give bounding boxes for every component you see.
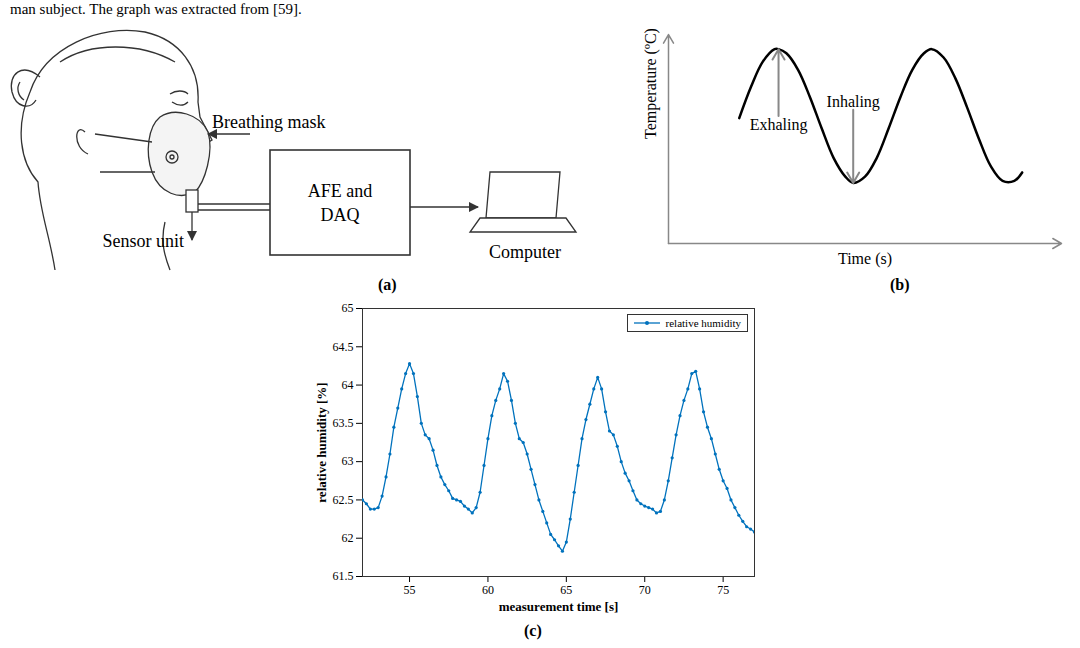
html-text:man subject. The graph was ext: man subject. The graph was extracted fro…: [10, 1, 302, 17]
svg-text:DAQ: DAQ: [321, 205, 360, 225]
svg-text:60: 60: [482, 583, 494, 597]
svg-text:63.5: 63.5: [333, 416, 354, 430]
svg-text:AFE and: AFE and: [308, 181, 373, 201]
svg-text:65: 65: [560, 583, 572, 597]
svg-text:61.5: 61.5: [333, 569, 354, 583]
svg-text:64.5: 64.5: [333, 340, 354, 354]
svg-text:Computer: Computer: [489, 242, 561, 262]
svg-text:55: 55: [404, 583, 416, 597]
svg-text:62: 62: [342, 531, 354, 545]
svg-text:Temperature (ºC): Temperature (ºC): [642, 28, 660, 139]
svg-text:Sensor unit: Sensor unit: [102, 231, 184, 251]
html-text:(b): (b): [890, 276, 910, 293]
svg-text:measurement time [s]: measurement time [s]: [499, 599, 619, 614]
svg-text:64: 64: [342, 378, 354, 392]
svg-text:63: 63: [342, 454, 354, 468]
svg-text:Exhaling: Exhaling: [750, 116, 808, 134]
svg-text:75: 75: [717, 583, 729, 597]
svg-text:Breathing mask: Breathing mask: [212, 112, 325, 132]
svg-text:Inhaling: Inhaling: [827, 93, 880, 111]
svg-text:62.5: 62.5: [333, 493, 354, 507]
html-text:(a): (a): [378, 276, 397, 293]
svg-text:relative humidity [%]: relative humidity [%]: [314, 382, 329, 502]
html-text:(c): (c): [524, 622, 542, 639]
svg-text:65: 65: [342, 301, 354, 315]
svg-text:Time (s): Time (s): [838, 250, 892, 268]
svg-text:70: 70: [639, 583, 651, 597]
html-text:relative humidity: relative humidity: [665, 317, 741, 329]
